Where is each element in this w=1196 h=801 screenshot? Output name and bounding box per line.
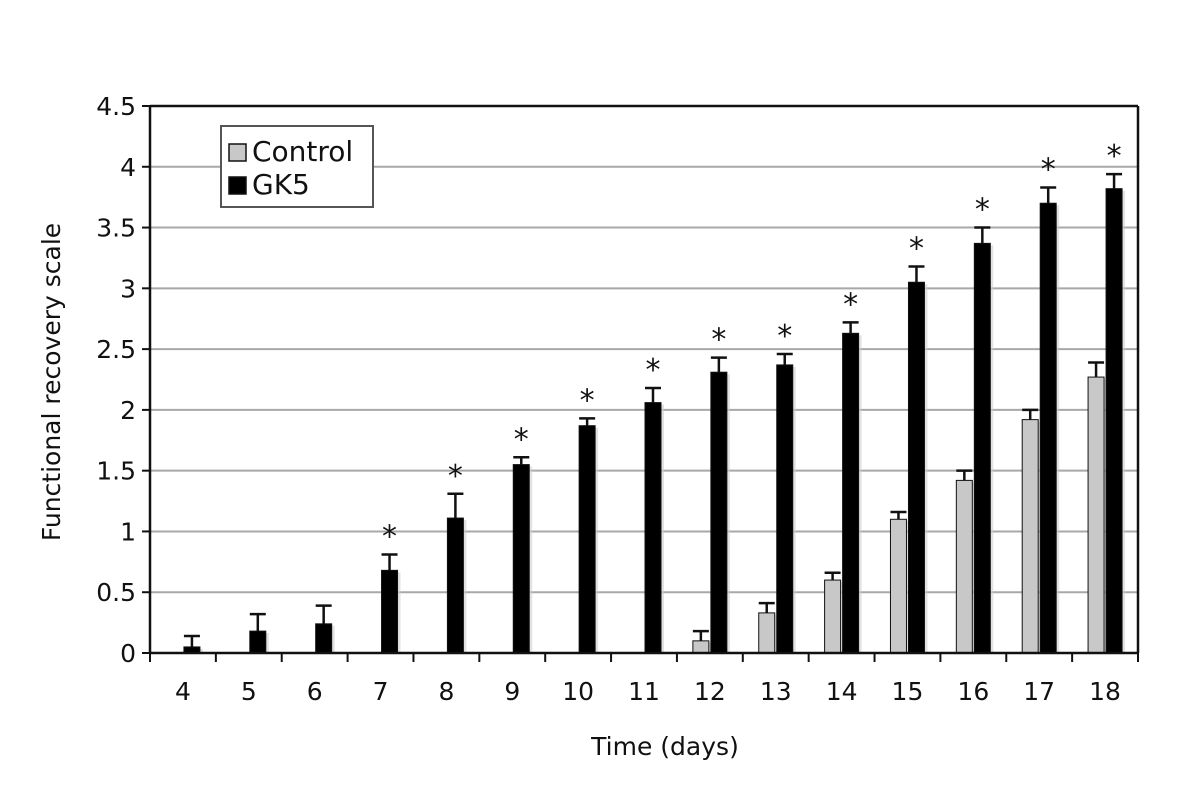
y-tick-label: 2.5 xyxy=(96,335,136,364)
y-tick-label: 3 xyxy=(120,274,136,303)
y-tick-label: 4 xyxy=(120,153,136,182)
x-tick-label: 4 xyxy=(175,677,191,706)
bar-gk5 xyxy=(446,517,464,654)
bar-gk5 xyxy=(1039,202,1057,654)
axes: 0 0.5 1 1.5 2 2.5 3 3.5 4 4.5 4 5 6 7 8 9 10 11 12 13 14 15 16… xyxy=(96,92,1140,706)
significance-star: * xyxy=(382,520,397,555)
significance-star: * xyxy=(1107,139,1122,174)
significance-star: * xyxy=(514,422,529,457)
legend-swatch-gk5 xyxy=(228,176,247,195)
bar-control xyxy=(824,579,842,654)
x-tick-label: 7 xyxy=(373,677,389,706)
bar-gk5 xyxy=(578,425,596,654)
y-tick-label: 2 xyxy=(120,396,136,425)
significance-star: * xyxy=(909,231,924,266)
bar-control xyxy=(1021,419,1039,654)
bar-control xyxy=(889,518,907,654)
legend-label-control: Control xyxy=(252,135,353,168)
x-tick-label: 11 xyxy=(628,677,660,706)
bar-control xyxy=(1087,376,1105,654)
bar-gk5 xyxy=(249,630,267,654)
x-tick-label: 18 xyxy=(1089,677,1121,706)
x-tick-label: 6 xyxy=(307,677,323,706)
y-tick-label: 0 xyxy=(120,639,136,668)
x-tick-label: 12 xyxy=(694,677,726,706)
bar-gk5 xyxy=(381,569,399,654)
bar-gk5 xyxy=(973,242,991,654)
bar-control xyxy=(758,612,776,654)
x-tick-label: 9 xyxy=(504,677,520,706)
y-tick-label: 1 xyxy=(120,517,136,546)
significance-star: * xyxy=(448,459,463,494)
x-tick-label: 8 xyxy=(438,677,454,706)
x-tick-label: 13 xyxy=(760,677,792,706)
x-tick-label: 16 xyxy=(957,677,989,706)
significance-star: * xyxy=(777,319,792,354)
bar-gk5 xyxy=(842,332,860,654)
y-tick-label: 3.5 xyxy=(96,214,136,243)
x-axis-title: Time (days) xyxy=(590,732,739,761)
legend-label-gk5: GK5 xyxy=(252,168,310,201)
significance-star: * xyxy=(580,383,595,418)
bar-gk5 xyxy=(512,464,530,654)
significance-star: * xyxy=(711,323,726,358)
bar-control xyxy=(692,640,710,654)
y-tick-label: 0.5 xyxy=(96,578,136,607)
x-tick-label: 15 xyxy=(892,677,924,706)
bar-gk5 xyxy=(644,402,662,654)
bar-control xyxy=(955,479,973,654)
y-tick-label: 4.5 xyxy=(96,92,136,121)
y-axis-title: Functional recovery scale xyxy=(37,223,66,541)
bar-gk5 xyxy=(1105,188,1123,654)
x-tick-label: 14 xyxy=(826,677,858,706)
significance-star: * xyxy=(1041,152,1056,187)
bar-gk5 xyxy=(776,364,794,654)
significance-star: * xyxy=(843,287,858,322)
significance-star: * xyxy=(975,193,990,228)
bar-gk5 xyxy=(315,623,333,654)
bar-gk5 xyxy=(907,281,925,654)
x-tick-label: 5 xyxy=(241,677,257,706)
y-tick-label: 1.5 xyxy=(96,457,136,486)
bars: * * * * * * * * * * * * xyxy=(183,139,1126,654)
legend-swatch-control xyxy=(228,143,247,162)
legend: Control GK5 xyxy=(220,125,374,208)
bar-gk5 xyxy=(710,371,728,654)
x-tick-label: 10 xyxy=(562,677,594,706)
x-tick-label: 17 xyxy=(1023,677,1055,706)
significance-star: * xyxy=(646,353,661,388)
